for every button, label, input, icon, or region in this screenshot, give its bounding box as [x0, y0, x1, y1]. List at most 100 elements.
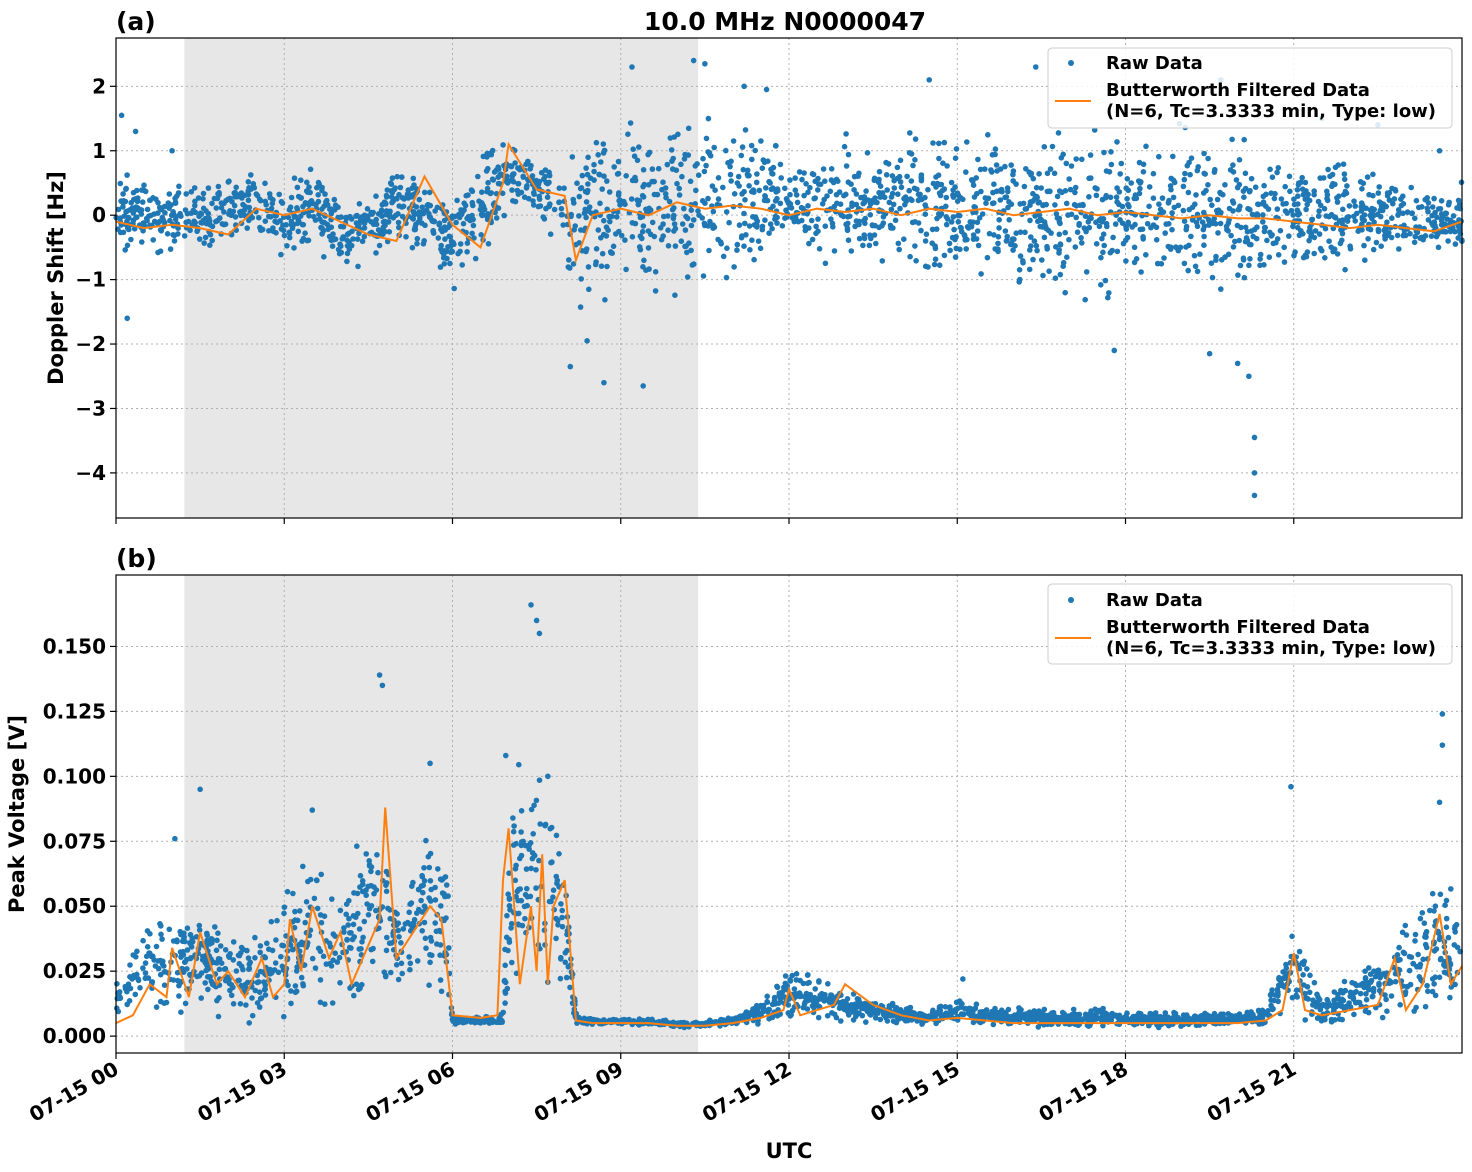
raw-data-point [937, 192, 944, 199]
raw-data-point [787, 191, 793, 198]
raw-data-point [170, 232, 176, 238]
raw-data-point [440, 254, 447, 261]
raw-data-point [1367, 207, 1374, 214]
raw-data-point [860, 200, 866, 207]
raw-data-point [627, 120, 634, 126]
raw-data-point [1308, 233, 1314, 240]
raw-data-point [317, 977, 324, 983]
raw-data-point [483, 168, 490, 174]
raw-data-point [611, 164, 617, 170]
raw-data-point [706, 247, 712, 254]
raw-data-point [809, 236, 816, 243]
y-axis-label-a: Doppler Shift [Hz] [44, 171, 68, 385]
raw-data-point [230, 957, 237, 963]
raw-data-point [127, 962, 133, 968]
raw-data-point [1394, 232, 1401, 239]
raw-data-point [777, 200, 784, 207]
raw-data-point [952, 155, 959, 161]
raw-data-point [140, 965, 146, 971]
raw-data-point [715, 196, 722, 202]
raw-data-point [1340, 206, 1346, 213]
raw-data-point [710, 222, 716, 228]
raw-data-point [329, 232, 336, 239]
raw-data-point [518, 897, 525, 904]
raw-data-point [163, 999, 170, 1006]
raw-data-point [297, 908, 303, 914]
raw-data-point [1106, 169, 1113, 175]
raw-data-point [984, 254, 991, 261]
raw-data-point [603, 233, 610, 239]
raw-data-outlier [1206, 350, 1213, 357]
raw-data-point [1098, 282, 1104, 288]
raw-data-point [1124, 176, 1131, 182]
raw-data-point [1106, 290, 1112, 296]
raw-data-point [551, 206, 558, 213]
raw-data-point [1006, 217, 1012, 223]
raw-data-point [1342, 188, 1349, 195]
raw-data-point [501, 978, 508, 984]
raw-data-point [1302, 196, 1309, 202]
raw-data-point [426, 864, 433, 871]
raw-data-point [749, 237, 755, 243]
raw-data-point [1188, 233, 1194, 240]
raw-data-point [975, 1013, 981, 1019]
raw-data-point [432, 897, 439, 903]
raw-data-point [246, 965, 253, 972]
raw-data-point [766, 178, 772, 185]
raw-data-point [124, 242, 131, 249]
raw-data-point [505, 891, 512, 897]
raw-data-point [885, 161, 892, 167]
raw-data-point [1390, 200, 1396, 207]
raw-data-point [404, 194, 410, 200]
raw-data-point [393, 962, 400, 968]
raw-data-point [438, 988, 445, 995]
raw-data-point [237, 1001, 244, 1007]
raw-data-point [740, 166, 747, 173]
raw-data-point [817, 992, 823, 999]
raw-data-point [1056, 250, 1062, 256]
raw-data-point [1291, 196, 1297, 202]
raw-data-point [517, 855, 523, 862]
raw-data-point [1176, 1016, 1182, 1022]
raw-data-point [772, 1001, 779, 1007]
raw-data-point [393, 212, 399, 219]
raw-data-point [192, 198, 198, 205]
raw-data-point [640, 167, 647, 173]
raw-data-point [867, 1012, 874, 1018]
raw-data-point [439, 249, 445, 255]
raw-data-point [1240, 255, 1247, 261]
raw-data-point [636, 244, 643, 250]
raw-data-point [319, 231, 325, 237]
raw-data-point [253, 191, 260, 197]
raw-data-point [607, 218, 613, 225]
raw-data-point [766, 230, 772, 236]
raw-data-point [889, 173, 896, 179]
raw-data-point [1376, 980, 1382, 987]
raw-data-point [385, 905, 391, 912]
raw-data-point [599, 186, 605, 192]
raw-data-point [681, 156, 688, 162]
raw-data-point [1435, 244, 1442, 251]
raw-data-point [1124, 196, 1130, 202]
raw-data-point [531, 189, 537, 196]
raw-data-point [1336, 193, 1342, 199]
raw-data-point [1323, 213, 1329, 219]
raw-data-point [925, 264, 931, 270]
raw-data-point [742, 197, 748, 203]
raw-data-point [124, 1001, 130, 1008]
raw-data-point [1246, 262, 1252, 269]
raw-data-point [1107, 249, 1114, 256]
raw-data-point [238, 944, 245, 951]
raw-data-point [1022, 229, 1028, 236]
raw-data-point [957, 246, 963, 253]
raw-data-point [212, 924, 218, 930]
raw-data-point [661, 213, 667, 220]
raw-data-point [759, 165, 766, 171]
raw-data-point [1432, 903, 1439, 909]
raw-data-point [542, 821, 549, 828]
raw-data-point [785, 200, 792, 207]
raw-data-point [1429, 890, 1436, 897]
raw-data-outlier [118, 112, 125, 119]
raw-data-point [1267, 166, 1273, 173]
raw-data-point [442, 893, 448, 900]
